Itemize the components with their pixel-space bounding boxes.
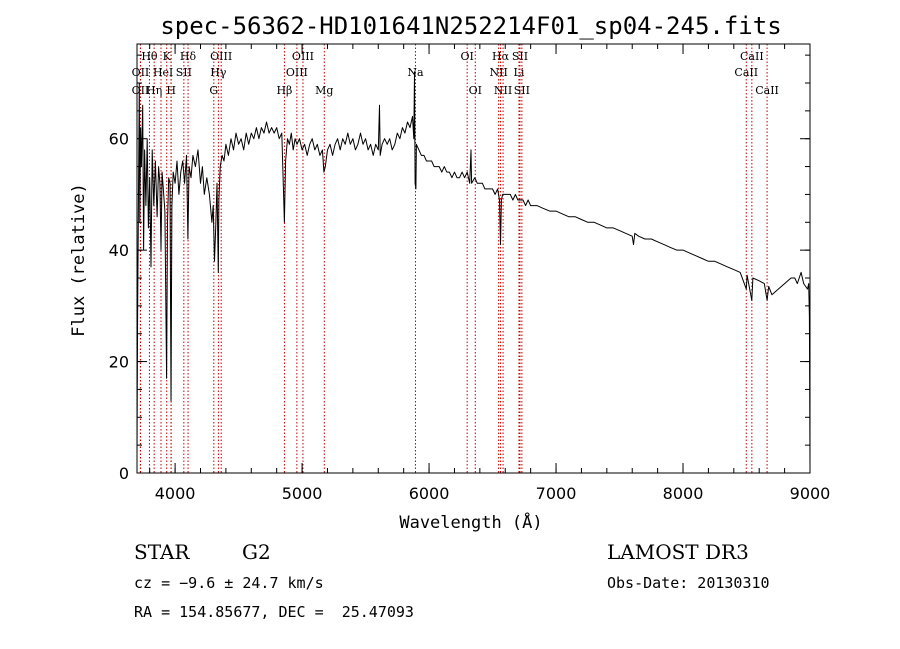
marker-label-17: Na: [407, 66, 424, 79]
x-tick-label-0: 4000: [155, 484, 196, 503]
subclass: G2: [242, 540, 271, 564]
marker-label-11: Hγ: [210, 66, 227, 79]
x-tick-label-4: 8000: [663, 484, 704, 503]
marker-label-8: SII: [176, 66, 192, 79]
marker-label-2: OII: [132, 84, 150, 97]
series-layer: [136, 71, 811, 468]
y-tick-label-1: 20: [109, 353, 129, 372]
marker-label-20: Hα: [492, 50, 510, 63]
marker-label-7: I: [169, 66, 173, 79]
observation-date: Obs-Date: 20130310: [607, 574, 770, 592]
marker-label-14: OIII: [286, 66, 308, 79]
redshift-info: cz = −9.6 ± 24.7 km/s: [134, 574, 324, 592]
marker-label-10: OIII: [210, 50, 232, 63]
marker-label-0: Hθ: [141, 50, 158, 63]
survey-name: LAMOST DR3: [607, 540, 749, 564]
plot-frame: [136, 43, 811, 474]
marker-label-13: Hβ: [276, 84, 292, 97]
y-tick-label-0: 0: [119, 464, 129, 483]
chart-title: spec-56362-HD101641N252214F01_sp04-245.f…: [160, 12, 781, 40]
marker-label-26: CaII: [740, 50, 764, 63]
marker-label-18: OI: [460, 50, 473, 63]
axes-layer: 4000 5000 6000 7000 8000 9000 0 20 40 60: [109, 43, 831, 503]
marker-label-3: He: [153, 66, 169, 79]
marker-label-27: CaII: [734, 66, 758, 79]
marker-label-12: G: [209, 84, 218, 97]
y-tick-label-3: 60: [109, 130, 129, 149]
object-type: STAR: [134, 540, 190, 564]
marker-label-28: CaII: [755, 84, 779, 97]
marker-label-21: NII: [489, 66, 507, 79]
y-tick-label-2: 40: [109, 241, 129, 260]
marker-label-5: K: [163, 50, 172, 63]
x-tick-label-3: 7000: [536, 484, 577, 503]
marker-label-15: OIII: [292, 50, 314, 63]
marker-label-4: Hη: [146, 84, 162, 97]
marker-label-25: SII: [514, 84, 530, 97]
marker-label-19: OI: [469, 84, 482, 97]
marker-label-23: SII: [512, 50, 528, 63]
x-tick-label-5: 9000: [790, 484, 831, 503]
x-tick-label-1: 5000: [282, 484, 323, 503]
x-axis-label: Wavelength (Å): [399, 511, 542, 533]
marker-label-9: Hδ: [180, 50, 197, 63]
y-axis-label: Flux (relative): [69, 183, 89, 337]
coordinates-info: RA = 154.85677, DEC = 25.47093: [134, 603, 414, 621]
marker-label-22: NII: [494, 84, 512, 97]
x-tick-label-2: 6000: [409, 484, 450, 503]
spectral-line-markers: HθOIIOIIHeHηKHISIIHδOIIIHγGHβOIIIOIIIMgN…: [132, 44, 779, 473]
marker-label-16: Mg: [315, 84, 333, 97]
marker-label-24: Li: [514, 66, 525, 79]
series-line-0: [136, 71, 811, 468]
